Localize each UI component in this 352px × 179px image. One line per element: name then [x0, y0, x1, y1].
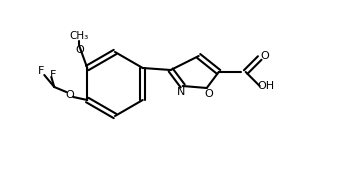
- Text: OH: OH: [257, 81, 274, 91]
- Text: O: O: [75, 45, 84, 55]
- Text: N: N: [176, 87, 185, 97]
- Text: O: O: [205, 89, 213, 99]
- Text: F: F: [50, 70, 56, 80]
- Text: CH₃: CH₃: [70, 31, 89, 41]
- Text: O: O: [65, 90, 74, 100]
- Text: O: O: [260, 51, 269, 61]
- Text: F: F: [38, 66, 44, 76]
